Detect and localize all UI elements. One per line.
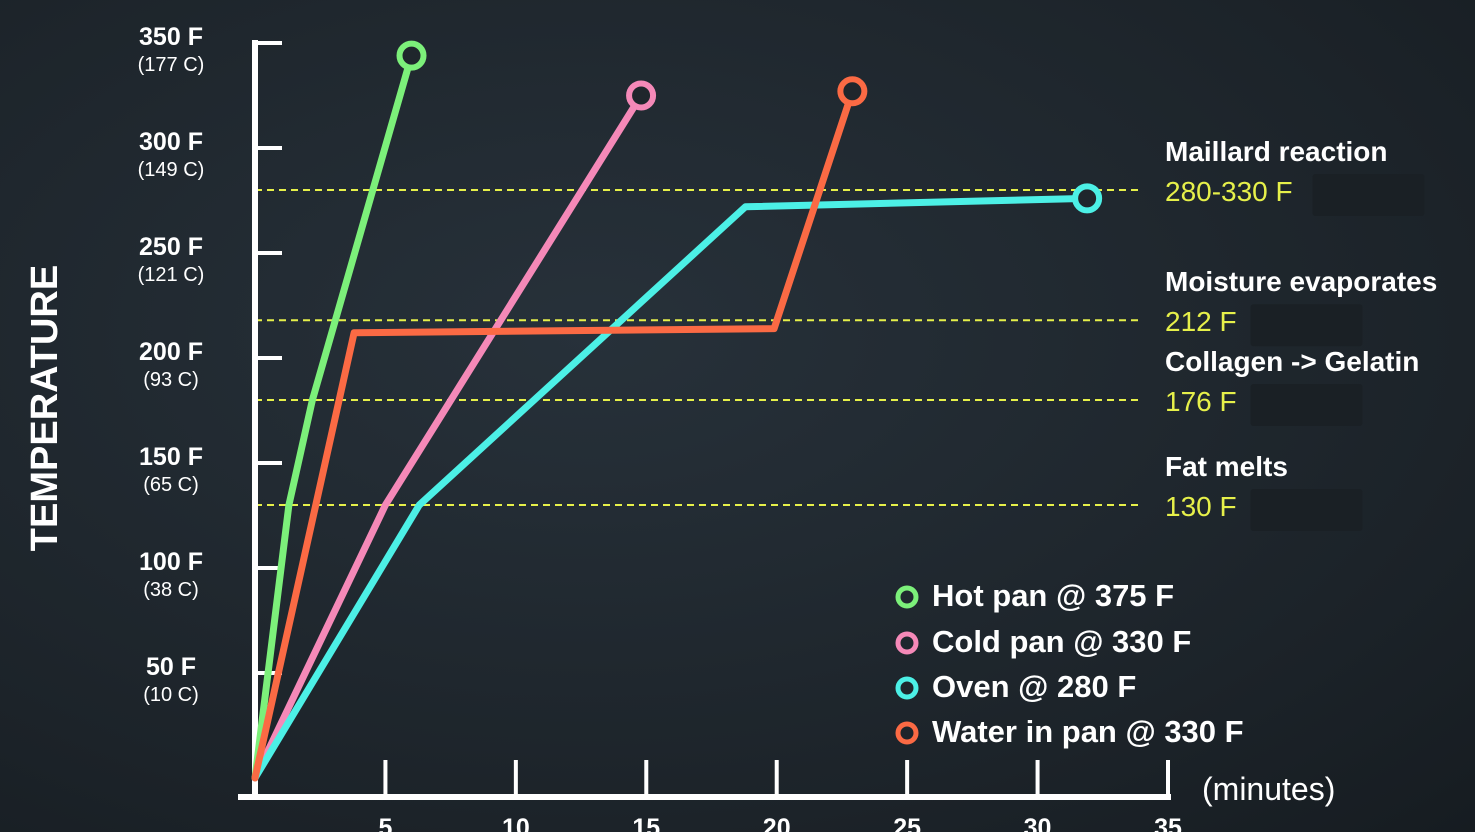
redacted-box	[1250, 489, 1363, 531]
series-end-marker	[626, 80, 657, 111]
legend-marker	[895, 721, 919, 745]
y-tick-label-celsius: (121 C)	[138, 264, 205, 286]
y-tick-label-celsius: (93 C)	[143, 369, 199, 391]
legend-marker	[895, 631, 919, 655]
y-tick-label: 50 F	[146, 653, 196, 681]
x-tick-label: 30	[1024, 814, 1052, 832]
legend-marker	[895, 585, 919, 609]
y-tick-label-celsius: (10 C)	[143, 684, 199, 706]
series-end-marker	[837, 76, 868, 107]
legend: Hot pan @ 375 F Cold pan @ 330 F Oven @ 28…	[895, 578, 1244, 749]
y-tick-label: 350 F	[139, 23, 203, 51]
x-tick-label: 25	[893, 814, 921, 832]
y-tick-label: 100 F	[139, 548, 203, 576]
series-line	[251, 87, 856, 782]
x-tick-label: 15	[632, 814, 660, 832]
x-tick-label: 35	[1154, 814, 1182, 832]
y-tick-label: 150 F	[139, 443, 203, 471]
zone-value: 280-330 F	[1165, 176, 1293, 207]
y-tick-label-celsius: (38 C)	[143, 579, 199, 601]
legend-label: Water in pan @ 330 F	[932, 714, 1244, 749]
x-axis-unit: (minutes)	[1202, 771, 1335, 807]
zone-title: Maillard reaction	[1165, 136, 1388, 167]
y-tick-label: 250 F	[139, 233, 203, 261]
y-tick-label-celsius: (177 C)	[138, 54, 205, 76]
redacted-box	[1250, 304, 1363, 347]
x-tick-labels: 5 10 15 20 25 30 35	[378, 814, 1182, 832]
zone-title: Moisture evaporates	[1165, 266, 1437, 297]
zone-labels: Maillard reaction 280-330 F Moisture evapo…	[1165, 136, 1437, 531]
x-tick-label: 20	[763, 814, 791, 832]
zone-value: 212 F	[1165, 306, 1237, 337]
y-tick-label-celsius: (149 C)	[138, 159, 205, 181]
legend-label: Oven @ 280 F	[932, 669, 1136, 704]
redacted-box	[1250, 384, 1363, 426]
zone-value: 176 F	[1165, 386, 1237, 417]
y-tick-label-celsius: (65 C)	[143, 474, 199, 496]
reference-lines	[255, 189, 1143, 506]
y-tick-label: 300 F	[139, 128, 203, 156]
series-end-marker	[1072, 183, 1103, 214]
redacted-box	[1312, 174, 1425, 216]
series-line	[251, 52, 415, 782]
zone-title: Collagen -> Gelatin	[1165, 346, 1419, 377]
x-tick-label: 5	[378, 814, 392, 832]
zone-title: Fat melts	[1165, 451, 1288, 482]
y-tick-label: 200 F	[139, 338, 203, 366]
y-tick-labels: 350 F (177 C) 300 F (149 C) 250 F (121 C) 200 …	[138, 23, 205, 706]
x-tick-label: 10	[502, 814, 530, 832]
legend-marker	[895, 676, 919, 700]
y-axis-label: TEMPERATURE	[24, 265, 66, 551]
series-lines	[251, 40, 1103, 782]
zone-value: 130 F	[1165, 491, 1237, 522]
series-line	[251, 194, 1091, 782]
legend-label: Cold pan @ 330 F	[932, 624, 1191, 659]
series-line	[251, 92, 645, 782]
series-end-marker	[396, 40, 427, 71]
legend-label: Hot pan @ 375 F	[932, 578, 1174, 613]
